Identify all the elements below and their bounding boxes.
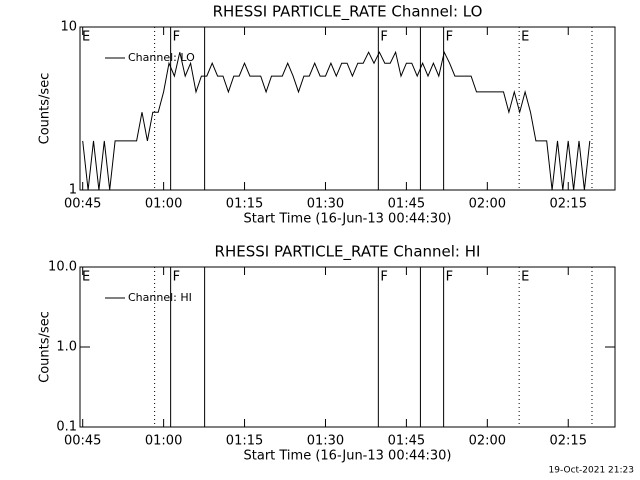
flag-label: E bbox=[521, 30, 529, 45]
flag-label: F bbox=[446, 270, 453, 285]
y-tick-label: 10 bbox=[60, 20, 77, 35]
flag-label: E bbox=[521, 270, 529, 285]
x-axis-label: Start Time (16-Jun-13 00:44:30) bbox=[244, 449, 452, 464]
x-tick-label: 00:45 bbox=[64, 434, 101, 449]
flag-label: E bbox=[82, 270, 90, 285]
x-tick-label: 01:30 bbox=[307, 434, 344, 449]
chart-title: RHESSI PARTICLE_RATE Channel: LO bbox=[213, 3, 483, 22]
y-tick-label: 1 bbox=[69, 183, 77, 198]
x-tick-label: 01:45 bbox=[388, 197, 425, 212]
x-tick-label: 02:00 bbox=[469, 434, 506, 449]
plot-frame bbox=[79, 26, 616, 191]
x-tick-label: 01:30 bbox=[307, 197, 344, 212]
x-tick-label: 01:00 bbox=[145, 197, 182, 212]
y-tick-label: 10.0 bbox=[48, 260, 77, 275]
chart-title: RHESSI PARTICLE_RATE Channel: HI bbox=[215, 243, 481, 262]
x-axis-label: Start Time (16-Jun-13 00:44:30) bbox=[244, 212, 452, 227]
x-tick-label: 02:00 bbox=[469, 197, 506, 212]
y-axis-label: Counts/sec bbox=[38, 311, 53, 383]
x-tick-label: 00:45 bbox=[64, 197, 101, 212]
y-tick-label: 0.1 bbox=[56, 420, 77, 435]
flag-label: F bbox=[380, 30, 387, 45]
legend-label: Channel: LO bbox=[128, 51, 195, 64]
flag-label: E bbox=[82, 30, 90, 45]
flag-label: F bbox=[173, 30, 180, 45]
legend-label: Channel: HI bbox=[128, 291, 192, 304]
footer: 19-Oct-2021 21:23 bbox=[549, 466, 634, 476]
y-tick-label: 1.0 bbox=[56, 340, 77, 355]
flag-label: F bbox=[446, 30, 453, 45]
x-tick-label: 02:15 bbox=[550, 197, 587, 212]
flag-label: F bbox=[380, 270, 387, 285]
x-tick-label: 01:15 bbox=[226, 434, 263, 449]
x-tick-label: 01:15 bbox=[226, 197, 263, 212]
x-tick-label: 02:15 bbox=[550, 434, 587, 449]
x-tick-label: 01:45 bbox=[388, 434, 425, 449]
data-line bbox=[82, 50, 591, 191]
flag-label: F bbox=[173, 270, 180, 285]
y-axis-label: Counts/sec bbox=[38, 73, 53, 145]
x-tick-label: 01:00 bbox=[145, 434, 182, 449]
